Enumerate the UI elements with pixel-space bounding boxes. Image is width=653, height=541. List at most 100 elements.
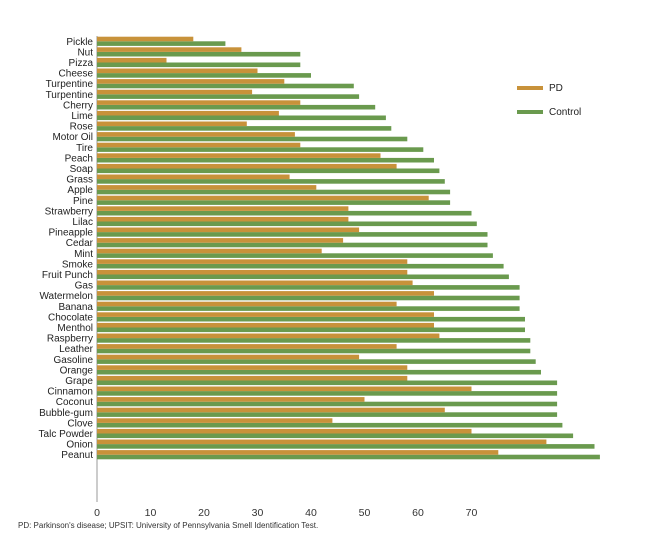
legend-label-control: Control bbox=[549, 107, 581, 118]
bar-control bbox=[97, 200, 451, 205]
bar-control bbox=[97, 327, 525, 333]
bar-control bbox=[97, 274, 509, 280]
bar-control bbox=[97, 359, 536, 364]
category-label: Lilac bbox=[72, 217, 93, 228]
category-label: Banana bbox=[59, 302, 94, 313]
bar-control bbox=[97, 348, 531, 354]
bar-control bbox=[97, 157, 434, 163]
bar-pd bbox=[97, 333, 440, 339]
category-label: Bubble-gum bbox=[39, 408, 93, 419]
category-label: Gasoline bbox=[54, 355, 94, 366]
bar-pd bbox=[97, 312, 434, 317]
category-label: Chocolate bbox=[48, 312, 93, 323]
category-label: Clove bbox=[67, 418, 93, 429]
x-tick-label: 30 bbox=[252, 507, 264, 519]
bar-control bbox=[97, 147, 424, 152]
category-label: Cheese bbox=[59, 69, 94, 80]
bar-pd bbox=[97, 301, 397, 307]
bar-control bbox=[97, 51, 301, 57]
category-label: Grape bbox=[65, 376, 93, 387]
x-tick-label: 20 bbox=[198, 507, 210, 519]
category-label: Soap bbox=[70, 164, 94, 175]
category-label: Peanut bbox=[61, 450, 93, 461]
bar-control bbox=[97, 115, 386, 121]
bar-pd bbox=[97, 195, 429, 201]
legend-swatch-pd bbox=[517, 86, 543, 90]
x-tick-label: 60 bbox=[412, 507, 424, 519]
bar-control bbox=[97, 433, 574, 439]
bar-pd bbox=[97, 110, 279, 116]
category-label: Leather bbox=[59, 344, 94, 355]
bar-pd bbox=[97, 259, 408, 264]
bar-control bbox=[97, 380, 558, 386]
bar-control bbox=[97, 253, 493, 258]
bar-pd bbox=[97, 238, 344, 243]
bar-pd bbox=[97, 174, 290, 180]
bar-pd bbox=[97, 216, 349, 222]
legend-label-pd: PD bbox=[549, 83, 563, 94]
bar-control bbox=[97, 338, 531, 343]
category-label: Menthol bbox=[57, 323, 93, 334]
bar-control bbox=[97, 401, 558, 407]
bar-pd bbox=[97, 185, 317, 190]
bar-control bbox=[97, 189, 451, 195]
x-tick-label: 50 bbox=[359, 507, 371, 519]
category-label: Pineapple bbox=[49, 228, 94, 239]
category-label: Peach bbox=[65, 153, 93, 164]
category-label: Nut bbox=[77, 47, 93, 58]
bar-pd bbox=[97, 163, 397, 169]
bar-control bbox=[97, 369, 541, 375]
bar-control bbox=[97, 83, 354, 89]
category-label: Motor Oil bbox=[52, 132, 93, 143]
category-label: Mint bbox=[74, 249, 93, 260]
category-label: Turpentine bbox=[46, 79, 94, 90]
bar-pd bbox=[97, 407, 445, 413]
bar-control bbox=[97, 136, 408, 142]
bar-control bbox=[97, 412, 558, 417]
category-label: Cedar bbox=[66, 238, 94, 249]
bar-control bbox=[97, 62, 301, 68]
bar-control bbox=[97, 104, 376, 110]
bar-pd bbox=[97, 153, 381, 158]
category-label: Cinnamon bbox=[47, 387, 93, 398]
category-label: Gas bbox=[75, 281, 93, 292]
category-label: Orange bbox=[60, 365, 94, 376]
category-label: Apple bbox=[67, 185, 93, 196]
bar-pd bbox=[97, 280, 413, 286]
category-label: Cherry bbox=[63, 100, 93, 111]
category-label: Turpentine bbox=[46, 90, 94, 101]
bar-pd bbox=[97, 68, 258, 74]
x-tick-label: 10 bbox=[145, 507, 157, 519]
bar-pd bbox=[97, 365, 408, 370]
bar-pd bbox=[97, 354, 360, 360]
category-label: Rose bbox=[70, 122, 94, 133]
category-label: Pickle bbox=[66, 37, 93, 48]
bar-control bbox=[97, 41, 226, 46]
bar-control bbox=[97, 454, 600, 460]
category-label: Tire bbox=[76, 143, 93, 154]
bar-control bbox=[97, 94, 360, 99]
legend: PD Control bbox=[517, 83, 581, 118]
bar-pd bbox=[97, 57, 167, 63]
category-label: Raspberry bbox=[47, 334, 93, 345]
bar-pd bbox=[97, 291, 434, 296]
bar-pd bbox=[97, 428, 472, 434]
bar-control bbox=[97, 422, 563, 428]
bar-pd bbox=[97, 375, 408, 381]
bar-pd bbox=[97, 269, 408, 275]
legend-swatch-control bbox=[517, 110, 543, 114]
category-label: Pizza bbox=[69, 58, 94, 69]
bar-pd bbox=[97, 142, 301, 148]
bar-control bbox=[97, 179, 445, 184]
x-tick-labels: 0 10 20 30 40 50 60 70 bbox=[94, 507, 477, 519]
category-label: Talc Powder bbox=[39, 429, 94, 440]
bar-control bbox=[97, 126, 392, 131]
bar-pd bbox=[97, 206, 349, 211]
footnote: PD: Parkinson's disease; UPSIT: Universi… bbox=[18, 521, 319, 530]
x-tick-label: 40 bbox=[305, 507, 317, 519]
category-label: Grass bbox=[66, 175, 93, 186]
bar-control bbox=[97, 306, 520, 311]
bar-pd bbox=[97, 36, 194, 42]
bar-control bbox=[97, 242, 488, 248]
